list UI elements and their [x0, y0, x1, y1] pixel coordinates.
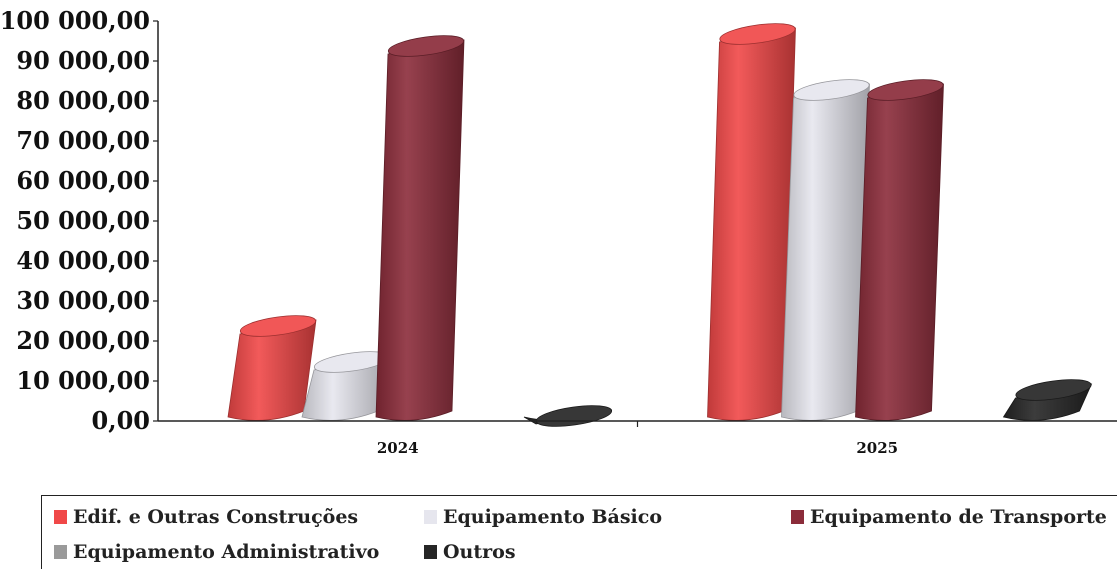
legend-swatch-equip-admin — [54, 545, 67, 559]
legend-label-equip-transporte: Equipamento de Transporte — [810, 506, 1107, 528]
chart-area: 0,00 10 000,00 20 000,00 30 000,00 40 000,00… — [0, 6, 1117, 457]
legend-item-equip-admin: Equipamento Administrativo — [54, 541, 379, 563]
y-axis: 0,00 10 000,00 20 000,00 30 000,00 40 000,00… — [0, 6, 159, 435]
legend-label-edif: Edif. e Outras Construções — [73, 506, 359, 528]
bar-edif-e-outras-constru-es-2025 — [707, 23, 796, 421]
y-tick-label: 80 000,00 — [16, 86, 150, 115]
y-tick-label: 50 000,00 — [16, 206, 150, 235]
bar-edif-e-outras-constru-es-2024 — [227, 315, 317, 421]
legend-swatch-outros — [424, 545, 437, 559]
legend-item-equip-basico: Equipamento Básico — [424, 506, 662, 528]
bars — [227, 23, 1093, 427]
bar-equipamento-de-transporte-2024 — [375, 35, 465, 421]
x-tick-label: 2025 — [856, 439, 898, 457]
y-tick-label: 60 000,00 — [16, 166, 150, 195]
y-tick-label: 30 000,00 — [16, 286, 150, 315]
legend-swatch-edif — [54, 510, 67, 524]
y-tick-label: 90 000,00 — [16, 46, 150, 75]
bar-equipamento-de-transporte-2025 — [855, 79, 944, 421]
y-tick-label: 0,00 — [92, 406, 150, 435]
legend-label-equip-admin: Equipamento Administrativo — [73, 541, 380, 563]
y-tick-label: 10 000,00 — [16, 366, 150, 395]
y-tick-label: 100 000,00 — [0, 6, 150, 35]
y-tick-label: 40 000,00 — [16, 246, 150, 275]
legend-item-edif: Edif. e Outras Construções — [54, 506, 358, 528]
legend-swatch-equip-basico — [424, 510, 437, 524]
bar-outros-2024 — [523, 405, 613, 427]
bar-outros-2025 — [1002, 379, 1093, 421]
legend-label-equip-basico: Equipamento Básico — [443, 506, 662, 528]
x-tick-label: 2024 — [377, 439, 419, 457]
legend-item-outros: Outros — [424, 541, 516, 563]
legend-item-equip-transporte: Equipamento de Transporte — [791, 506, 1107, 528]
legend-label-outros: Outros — [443, 541, 516, 563]
x-axis: 2024 2025 — [158, 420, 1117, 457]
legend: Edif. e Outras Construções Equipamento B… — [41, 495, 1117, 569]
legend-swatch-equip-transporte — [791, 510, 804, 524]
y-tick-label: 70 000,00 — [16, 126, 150, 155]
y-tick-label: 20 000,00 — [16, 326, 150, 355]
bar-equipamento-b-sico-2024 — [301, 351, 391, 421]
bar-equipamento-b-sico-2025 — [781, 79, 870, 421]
